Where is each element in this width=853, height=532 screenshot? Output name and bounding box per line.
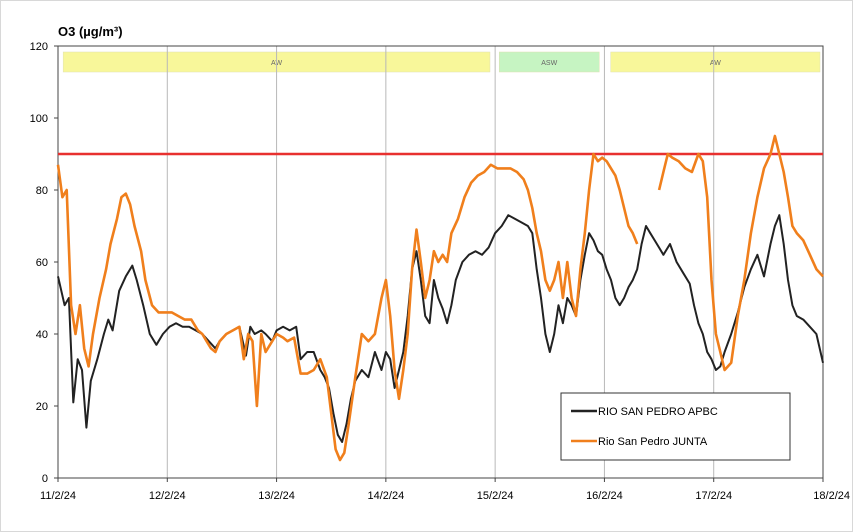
data-series xyxy=(56,134,824,462)
y-tick-label-6: 120 xyxy=(30,41,48,53)
x-tick-label-5: 16/2/24 xyxy=(586,490,623,502)
chart-legend: RIO SAN PEDRO APBC Rio San Pedro JUNTA xyxy=(560,392,791,461)
x-axis-ticks: 11/2/24 12/2/24 13/2/24 14/2/24 15/2/24 16/2/… xyxy=(40,478,850,502)
x-tick-label-0: 11/2/24 xyxy=(40,490,76,502)
y-tick-label-5: 100 xyxy=(30,113,48,125)
y-tick-label-4: 80 xyxy=(36,185,48,197)
band-2 xyxy=(610,51,821,73)
x-tick-label-6: 17/2/24 xyxy=(695,490,732,502)
y-tick-label-3: 60 xyxy=(36,257,48,269)
legend-label-0: RIO SAN PEDRO APBC xyxy=(598,406,718,418)
y-tick-label-0: 0 xyxy=(42,473,48,485)
x-tick-label-7: 18/2/24 xyxy=(813,490,850,502)
x-tick-label-4: 15/2/24 xyxy=(477,490,514,502)
band-label-2: AW xyxy=(710,60,721,67)
period-bands: AWASWAW xyxy=(62,51,821,73)
x-tick-label-3: 14/2/24 xyxy=(368,490,405,502)
chart-title: O3 (µg/m³) xyxy=(58,24,123,39)
legend-box xyxy=(560,392,791,461)
band-label-1: ASW xyxy=(541,60,557,67)
x-tick-label-1: 12/2/24 xyxy=(149,490,186,502)
band-1 xyxy=(498,51,600,73)
x-tick-label-2: 13/2/24 xyxy=(258,490,295,502)
y-axis-ticks: 0 20 40 60 80 100 120 xyxy=(30,41,58,485)
series-line-1 xyxy=(56,134,824,462)
legend-label-1: Rio San Pedro JUNTA xyxy=(598,436,708,448)
y-tick-label-2: 40 xyxy=(36,329,48,341)
y-tick-label-1: 20 xyxy=(36,401,48,413)
